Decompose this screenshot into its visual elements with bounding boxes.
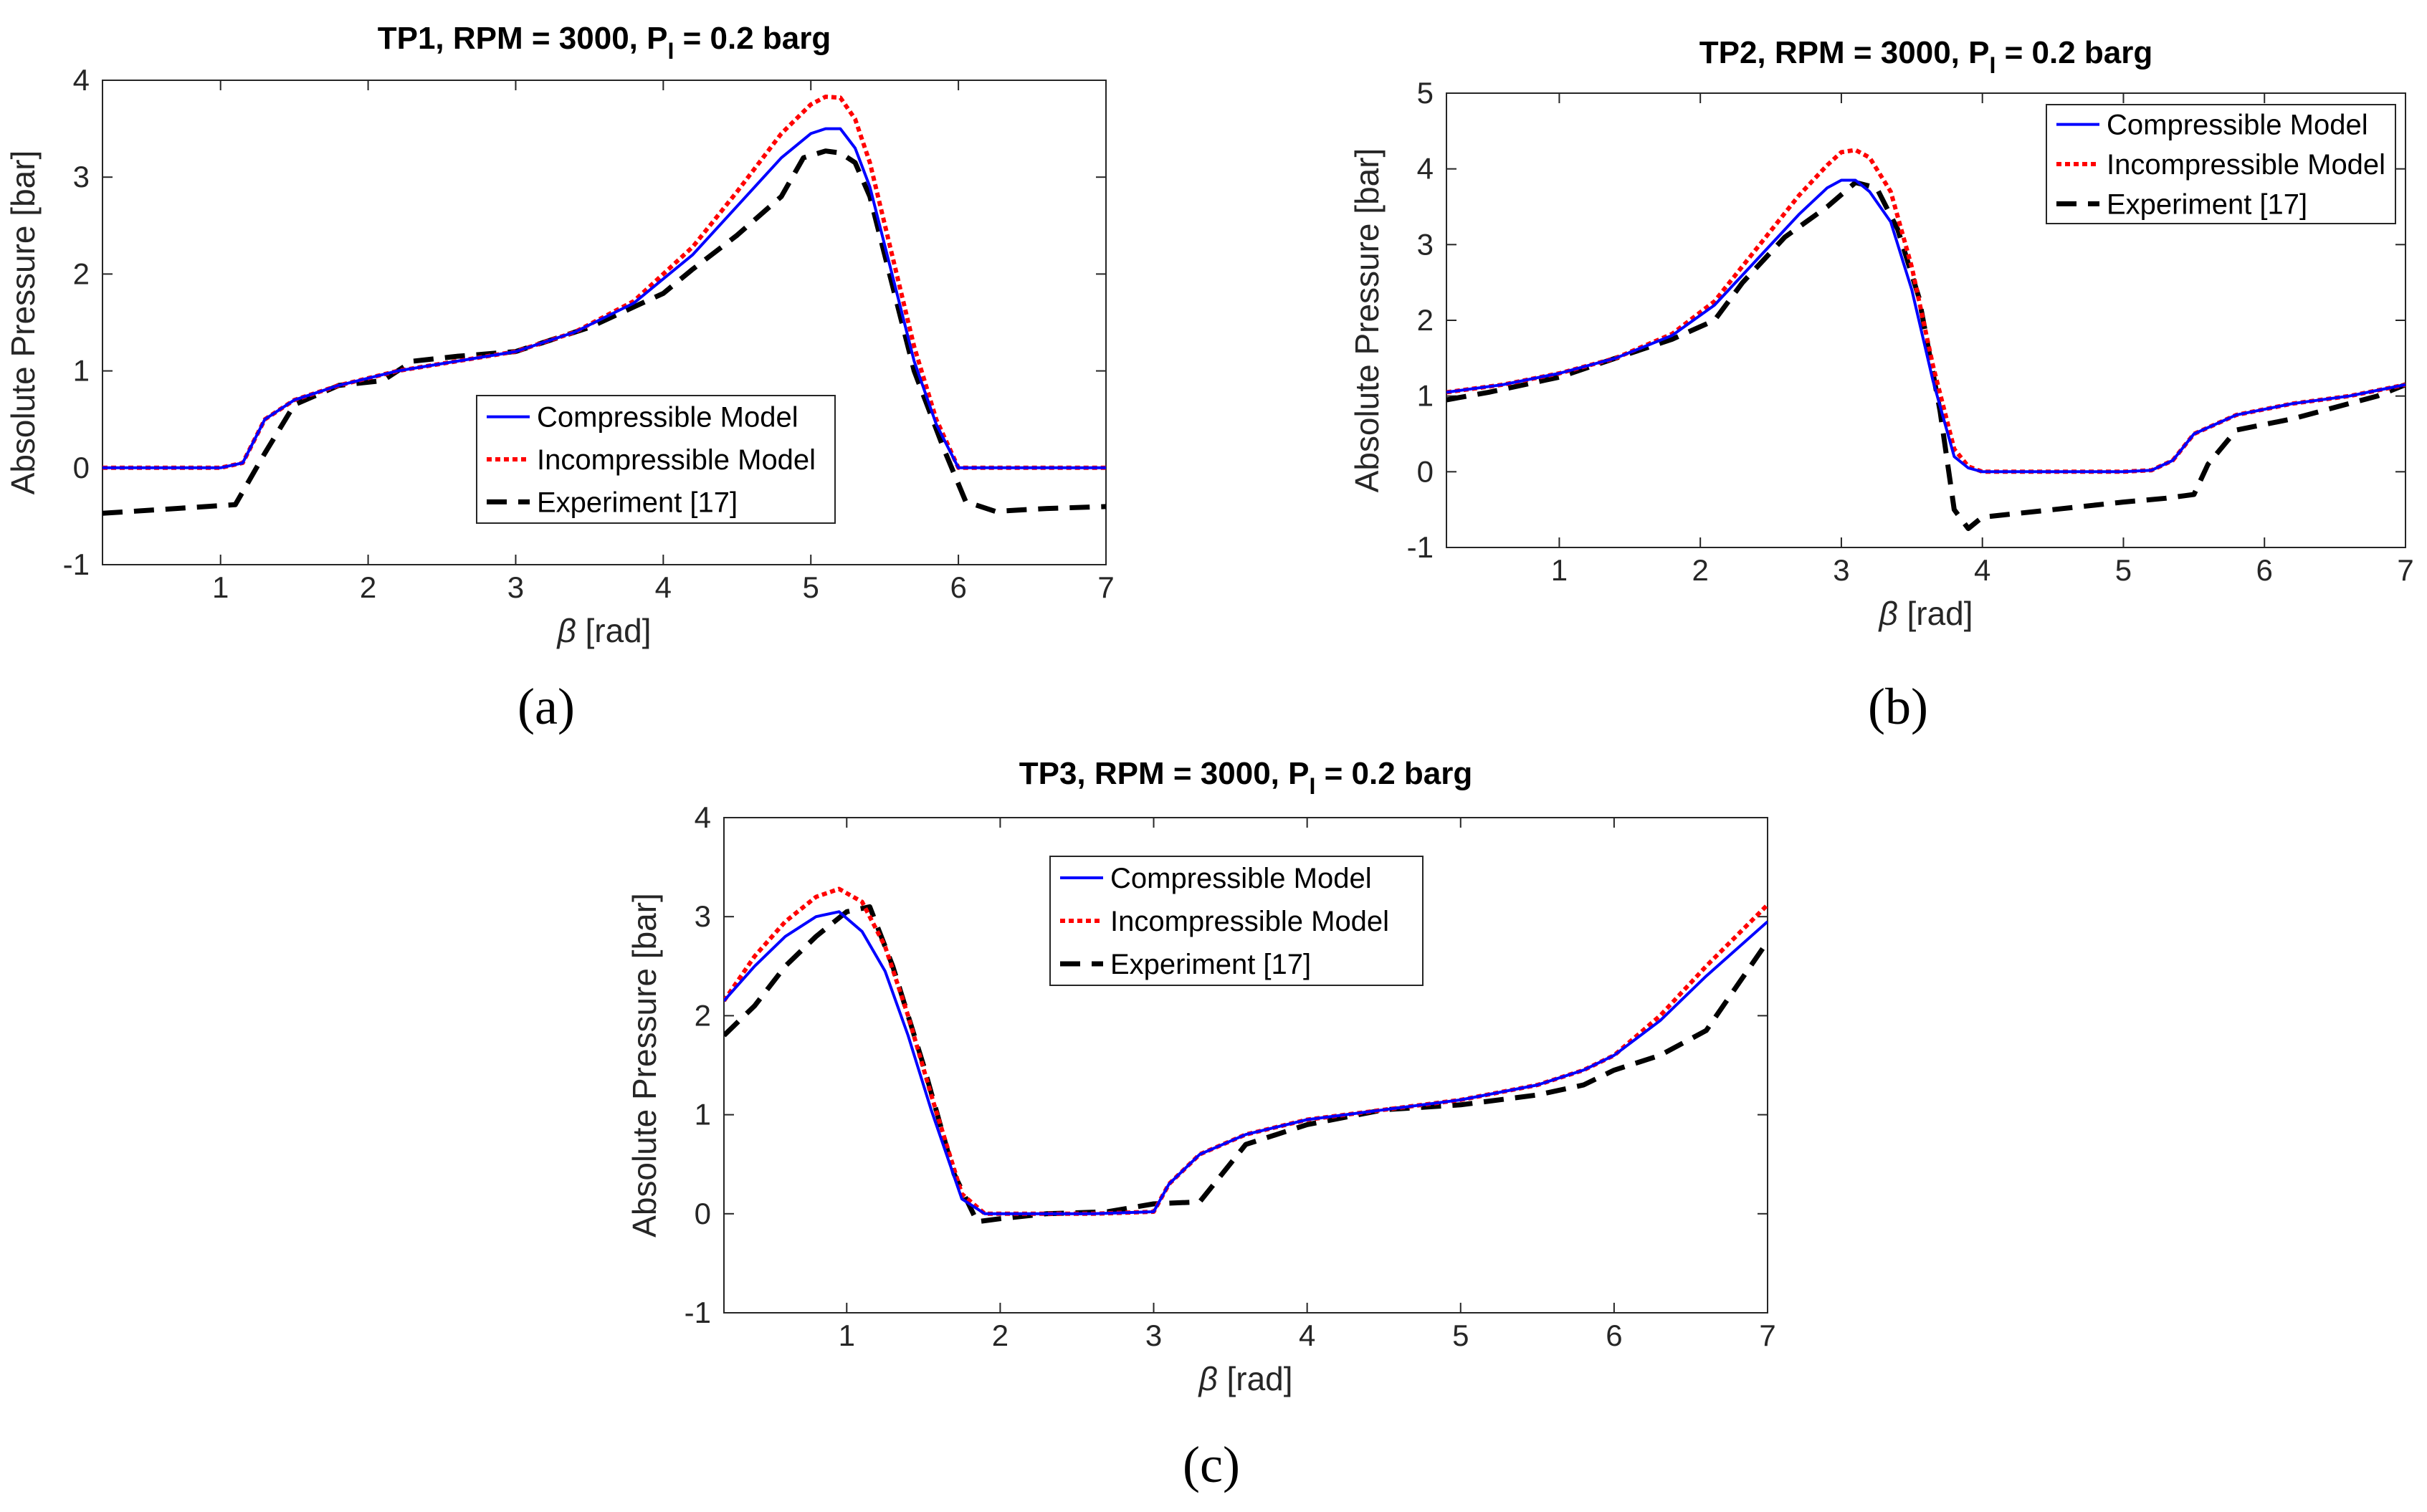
chart-tp1: 1 2 3 4 5 6 7 -1 0 1 2 3 4 TP1, RPM = 3000, PI = 0.2 … <box>4 21 1115 649</box>
y-tick-label: 2 <box>73 257 90 290</box>
legend-entry-label: Incompressible Model <box>2107 149 2385 181</box>
series-line-incompressible-model <box>1446 148 2405 474</box>
x-tick-label: 6 <box>2256 553 2273 587</box>
panel-label-b: (b) <box>1868 678 1928 735</box>
panel-label-a: (a) <box>518 678 575 735</box>
panel-label-c: (c) <box>1183 1436 1240 1493</box>
legend-entry-label: Compressible Model <box>537 402 798 434</box>
x-axis-label: β [rad] <box>1877 595 1973 632</box>
y-tick-label: 3 <box>73 160 90 193</box>
y-axis-label: Absolute Pressure [bar] <box>4 150 42 495</box>
x-tick-label: 3 <box>1833 553 1849 587</box>
y-tick-label: -1 <box>1407 530 1434 564</box>
y-axis-label: Absolute Pressure [bar] <box>1348 148 1386 493</box>
legend-entry-label: Compressible Model <box>1110 863 1372 894</box>
chart-tp3: 1 2 3 4 5 6 7 -1 0 1 2 3 4 TP3, RPM = 3000, PI = 0.2 … <box>626 756 1776 1397</box>
x-tick-label: 4 <box>655 570 672 604</box>
series-line-experiment-17 <box>102 148 1106 516</box>
y-tick-label: 5 <box>1417 76 1434 110</box>
series-line-compressible-model <box>102 127 1106 469</box>
x-tick-label: 1 <box>1551 553 1568 587</box>
x-tick-label: 3 <box>1145 1319 1162 1352</box>
y-tick-label: 1 <box>1417 379 1434 413</box>
chart-title: TP1, RPM = 3000, PI = 0.2 barg <box>378 21 831 64</box>
x-tick-label: 1 <box>212 570 229 604</box>
y-tick-label: 0 <box>1417 454 1434 488</box>
legend-box <box>2046 104 2396 224</box>
x-tick-label: 4 <box>1974 553 1990 587</box>
y-tick-label: 3 <box>1417 227 1434 261</box>
x-tick-label: 2 <box>360 570 376 604</box>
x-tick-label: 1 <box>839 1319 855 1352</box>
x-tick-label: 5 <box>1452 1319 1469 1352</box>
legend-box <box>1049 856 1424 986</box>
x-tick-label: 5 <box>803 570 819 604</box>
y-tick-label: 2 <box>695 998 711 1032</box>
y-tick-label: 2 <box>1417 303 1434 337</box>
legend-entry-label: Incompressible Model <box>1110 906 1389 937</box>
y-tick-label: 0 <box>73 451 90 484</box>
legend: Compressible Model Incompressible Model Ex… <box>2046 104 2396 224</box>
y-tick-label: 4 <box>695 800 711 834</box>
y-tick-label: 1 <box>695 1098 711 1131</box>
y-tick-label: 3 <box>695 899 711 933</box>
y-tick-label: -1 <box>63 547 90 581</box>
x-tick-label: 2 <box>992 1319 1009 1352</box>
x-axis-label: β [rad] <box>1197 1360 1292 1397</box>
y-tick-label: 4 <box>1417 152 1434 186</box>
chart-title: TP2, RPM = 3000, PI = 0.2 barg <box>1699 35 2153 78</box>
x-tick-label: 5 <box>2115 553 2132 587</box>
y-tick-label: 0 <box>695 1197 711 1230</box>
y-tick-label: 1 <box>73 354 90 388</box>
x-tick-label: 4 <box>1299 1319 1315 1352</box>
legend: Compressible Model Incompressible Model Ex… <box>476 395 836 524</box>
legend-box <box>476 395 836 524</box>
series-line-compressible-model <box>724 910 1768 1215</box>
chart-title: TP3, RPM = 3000, PI = 0.2 barg <box>1019 756 1473 799</box>
legend-entry-label: Experiment [17] <box>1110 949 1311 980</box>
legend-entry-label: Incompressible Model <box>537 444 816 476</box>
y-axis-label: Absolute Pressure [bar] <box>626 893 663 1238</box>
x-tick-label: 3 <box>507 570 524 604</box>
y-tick-label: 4 <box>73 63 90 97</box>
x-tick-label: 2 <box>1692 553 1708 587</box>
legend: Compressible Model Incompressible Model Ex… <box>1049 856 1424 986</box>
x-tick-label: 6 <box>1606 1319 1622 1352</box>
legend-entry-label: Experiment [17] <box>537 487 738 518</box>
legend-entry-label: Experiment [17] <box>2107 188 2307 220</box>
x-tick-label: 7 <box>1759 1319 1775 1352</box>
y-tick-label: -1 <box>685 1296 711 1329</box>
series-line-compressible-model <box>1446 178 2405 474</box>
x-tick-label: 7 <box>2397 553 2413 587</box>
x-axis-label: β [rad] <box>556 612 651 649</box>
series-line-experiment-17 <box>724 904 1768 1225</box>
chart-tp2: 1 2 3 4 5 6 7 -1 0 1 2 3 4 5 TP2, RPM = 3000, PI = 0.2… <box>1348 35 2414 632</box>
x-tick-label: 6 <box>950 570 966 604</box>
legend-entry-label: Compressible Model <box>2107 110 2368 141</box>
x-tick-label: 7 <box>1097 570 1114 604</box>
